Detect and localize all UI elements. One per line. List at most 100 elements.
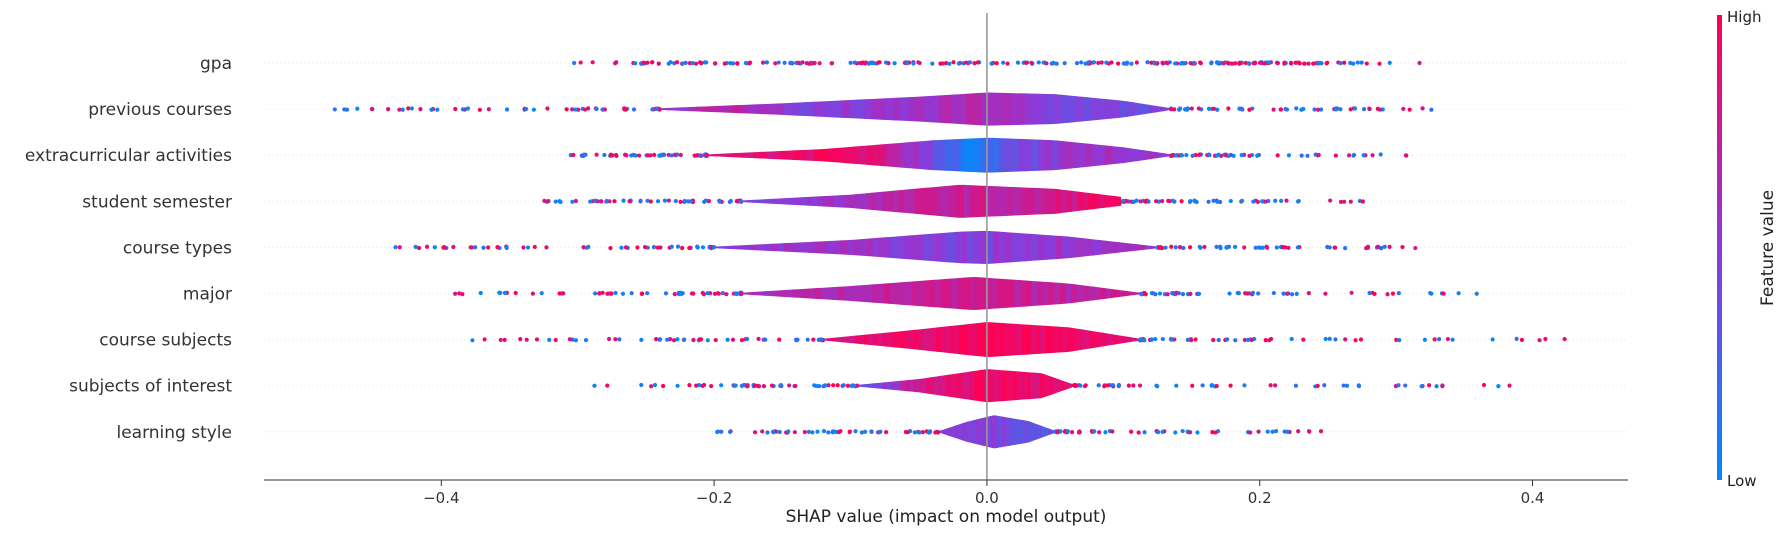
shap-point [1333, 245, 1338, 250]
violin-slice [1088, 192, 1095, 210]
violin-slice [815, 287, 822, 300]
shap-point [1183, 60, 1188, 66]
violin-slice [1037, 234, 1045, 261]
shap-point [756, 384, 762, 389]
violin-slice [972, 323, 978, 357]
violin-slice [838, 286, 845, 301]
violin-slice [929, 233, 937, 262]
colorbar-low-label: Low [1727, 472, 1757, 490]
violin-slice [1112, 99, 1121, 119]
shap-point [826, 430, 831, 435]
shap-point [1083, 383, 1088, 388]
shap-point [776, 60, 781, 65]
violin-slice [922, 95, 931, 123]
violin-slice [1002, 370, 1007, 402]
shap-point [1306, 290, 1311, 296]
shap-point [553, 337, 558, 343]
violin-slice [713, 153, 722, 157]
shap-point [802, 429, 807, 435]
violin-slice [889, 282, 896, 305]
violin-slice [922, 378, 927, 394]
shap-point [1289, 60, 1294, 66]
violin-slice [1031, 139, 1040, 171]
shap-point [1242, 337, 1247, 343]
shap-point [1507, 383, 1512, 388]
shap-point [678, 152, 683, 158]
violin-slice [942, 232, 950, 263]
shap-point [884, 430, 889, 435]
shap-point [534, 337, 540, 342]
violin-slice [777, 243, 785, 252]
violin-slice [1002, 92, 1011, 126]
violin-slice [1033, 187, 1040, 215]
violin-slice [1090, 97, 1099, 121]
violin-slice [999, 231, 1007, 264]
shap-point [1180, 291, 1186, 297]
violin-slice [910, 234, 918, 260]
violin-slice [992, 231, 1000, 264]
shap-point [1315, 383, 1320, 389]
shap-point [693, 61, 699, 66]
violin-slice [888, 381, 893, 390]
shap-point [1264, 244, 1269, 249]
violin-slice [1068, 95, 1077, 123]
violin-slice [866, 145, 874, 166]
shap-point [1123, 61, 1128, 66]
shap-point [712, 291, 718, 296]
shap-point [1209, 382, 1214, 388]
violin-slice [927, 327, 933, 352]
shap-point [1562, 336, 1567, 342]
violin-slice [923, 280, 930, 307]
x-tick-label: 0.0 [975, 489, 999, 507]
shap-point [964, 60, 969, 65]
shap-point [1024, 60, 1029, 65]
violin-slice [703, 106, 712, 113]
violin-slice [674, 107, 683, 111]
shap-point [715, 429, 721, 434]
violin-slice [940, 278, 947, 309]
shap-point [593, 198, 598, 203]
shap-point [1242, 245, 1247, 250]
violin-slice [841, 336, 847, 343]
violin-slice [784, 197, 791, 205]
violin-slice [720, 245, 728, 249]
violin-slice [875, 382, 880, 389]
shap-point [673, 198, 678, 204]
violin-slice [947, 185, 954, 218]
shap-point [1225, 337, 1230, 342]
shap-point [523, 106, 529, 112]
shap-point [633, 61, 638, 66]
shap-point [1271, 290, 1276, 296]
shap-point [570, 107, 575, 112]
shap-point [1076, 430, 1082, 435]
violin-slice [1077, 284, 1084, 303]
violin-slice [903, 380, 908, 392]
violin-slice [1060, 282, 1067, 305]
shap-point [1231, 153, 1236, 158]
violin-slice [813, 149, 821, 162]
shap-point [1218, 244, 1223, 249]
shap-point [1103, 430, 1108, 435]
shap-point [835, 383, 840, 388]
violin-slice [996, 186, 1003, 217]
shap-point [1260, 245, 1265, 250]
violin-slice [1071, 327, 1077, 352]
shap-point [406, 106, 411, 111]
shap-point [633, 153, 638, 158]
shap-point [1353, 338, 1358, 343]
violin-slice [1094, 331, 1100, 348]
violin-slice [973, 231, 981, 264]
violin-slice [859, 145, 867, 165]
shap-point [859, 430, 864, 435]
shap-point [605, 383, 610, 388]
shap-point [608, 246, 613, 251]
violin-slice [885, 236, 893, 258]
shap-point [1198, 60, 1203, 65]
violin-slice [1099, 287, 1107, 300]
violin-slice [1083, 96, 1092, 122]
violin-slice [915, 96, 924, 122]
violin-slice [757, 199, 764, 204]
shap-point [1327, 336, 1332, 341]
violin-slice [947, 374, 951, 397]
shap-point [705, 291, 710, 296]
